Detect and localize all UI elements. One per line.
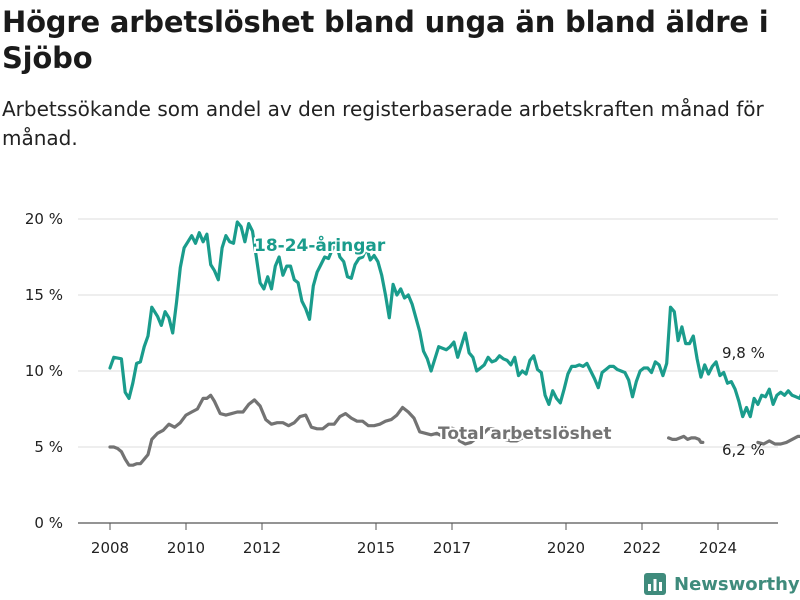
chart-subtitle: Arbetssökande som andel av den registerb… (2, 97, 764, 150)
x-tick-label: 2012 (243, 539, 281, 557)
bar-chart-icon (644, 573, 666, 595)
y-tick-label: 5 % (34, 438, 63, 456)
x-axis-ticks: 2008 2010 2012 2015 2017 2020 2022 2024 (91, 523, 737, 557)
series-line-total (108, 393, 524, 467)
series-lines (108, 220, 800, 467)
y-tick-label: 15 % (25, 286, 63, 304)
gridlines (78, 218, 778, 524)
y-tick-label: 0 % (34, 514, 63, 532)
series-line-18-24 (108, 220, 800, 419)
end-value-18-24: 9,8 % (722, 344, 765, 362)
x-tick-label: 2024 (699, 539, 737, 557)
y-tick-label: 20 % (25, 210, 63, 228)
x-tick-label: 2010 (167, 539, 205, 557)
series-label-18-24: 18-24-åringar (254, 234, 386, 256)
newsworthy-logo: Newsworthy (643, 570, 800, 598)
y-axis-ticks: 0 % 5 % 10 % 15 % 20 % (25, 210, 63, 532)
end-value-total: 6,2 % (722, 441, 765, 459)
chart-title: Högre arbetslöshet bland unga än bland ä… (2, 5, 769, 75)
brand-name: Newsworthy (674, 573, 800, 595)
x-tick-label: 2017 (433, 539, 471, 557)
x-tick-label: 2015 (357, 539, 395, 557)
series-line-total (756, 434, 800, 446)
x-tick-label: 2008 (91, 539, 129, 557)
x-tick-label: 2020 (547, 539, 585, 557)
y-tick-label: 10 % (25, 362, 63, 380)
x-tick-label: 2022 (623, 539, 661, 557)
series-line-total (667, 434, 705, 444)
series-label-total: Total arbetslöshet (438, 424, 612, 444)
